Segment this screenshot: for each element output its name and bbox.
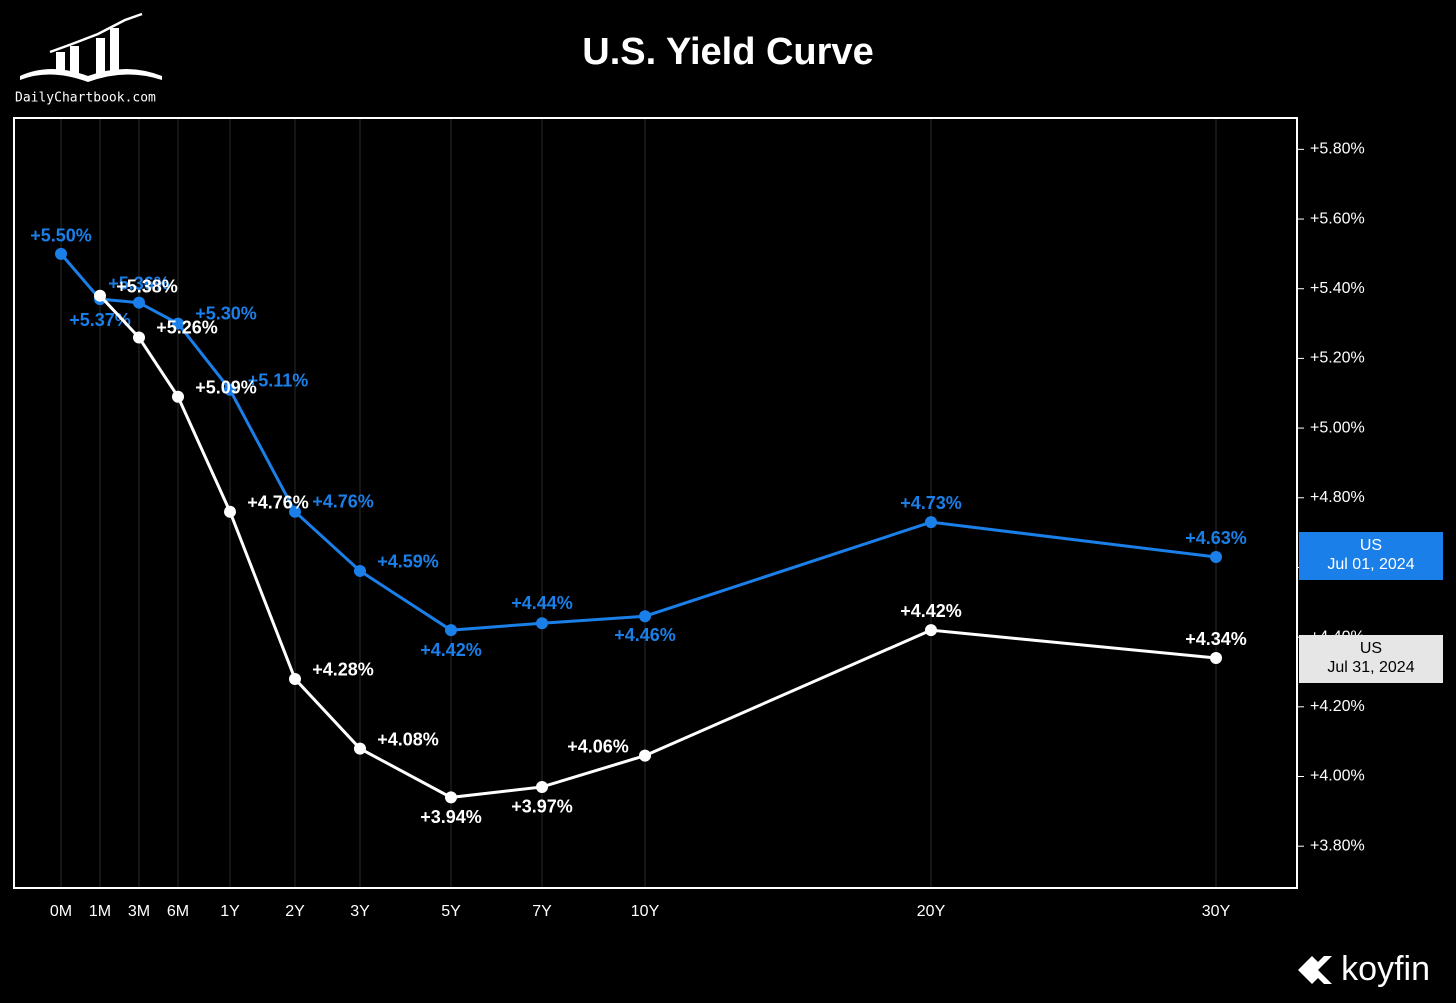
x-tick-label: 1Y xyxy=(220,903,240,920)
point xyxy=(925,624,937,637)
plot-frame xyxy=(13,117,1298,889)
point xyxy=(639,749,651,762)
value-label: +4.06% xyxy=(567,736,629,756)
series-line xyxy=(59,252,1217,632)
x-tick-label: 30Y xyxy=(1202,903,1231,920)
point xyxy=(445,791,457,804)
legend-name: US xyxy=(1360,640,1382,657)
value-label: +5.38% xyxy=(116,276,178,296)
y-tick-label: +5.40% xyxy=(1310,280,1365,297)
x-tick-label: 2Y xyxy=(285,903,305,920)
y-tick-label: +3.80% xyxy=(1310,837,1365,854)
point xyxy=(289,505,301,518)
x-tick-label: 5Y xyxy=(441,903,461,920)
value-label: +4.63% xyxy=(1185,528,1247,548)
value-label: +4.76% xyxy=(312,491,374,511)
value-label: +4.73% xyxy=(900,493,962,513)
point xyxy=(224,505,236,518)
y-tick-label: +4.80% xyxy=(1310,489,1365,506)
y-tick-label: +5.80% xyxy=(1310,141,1365,158)
value-label: +4.34% xyxy=(1185,629,1247,649)
y-tick-label: +4.00% xyxy=(1310,768,1365,785)
y-tick-label: +5.00% xyxy=(1310,419,1365,436)
x-tick-label: 20Y xyxy=(917,903,946,920)
value-label: +3.94% xyxy=(420,807,482,827)
legend-tag xyxy=(1299,635,1443,683)
point xyxy=(172,317,184,330)
value-label: +4.42% xyxy=(900,601,962,621)
point xyxy=(445,624,457,637)
point xyxy=(536,617,548,630)
value-label: +5.09% xyxy=(195,377,257,397)
value-label: +4.08% xyxy=(377,729,439,749)
logo-icon xyxy=(20,12,162,82)
y-tick-label: +5.60% xyxy=(1310,210,1365,227)
point xyxy=(925,516,937,529)
chart-title: U.S. Yield Curve xyxy=(582,31,873,73)
value-label: +5.26% xyxy=(156,317,218,337)
x-tick-label: 0M xyxy=(50,903,72,920)
point xyxy=(639,610,651,623)
brand: DailyChartbook.com xyxy=(15,91,156,106)
x-tick-label: 6M xyxy=(167,903,189,920)
legend-date: Jul 01, 2024 xyxy=(1327,556,1414,573)
value-label: +5.11% xyxy=(248,371,309,391)
value-label: +4.59% xyxy=(377,552,439,572)
point xyxy=(133,296,145,309)
y-tick-label: +5.20% xyxy=(1310,350,1365,367)
x-tick-label: 1M xyxy=(89,903,111,920)
value-label: +3.97% xyxy=(511,797,573,817)
legend-date: Jul 31, 2024 xyxy=(1327,659,1414,676)
point xyxy=(94,289,106,302)
value-label: +5.36% xyxy=(108,273,170,293)
point xyxy=(289,672,301,685)
x-tick-label: 3M xyxy=(128,903,150,920)
point xyxy=(354,564,366,577)
x-tick-label: 7Y xyxy=(532,903,552,920)
value-label: +4.44% xyxy=(511,593,573,613)
value-label: +4.28% xyxy=(312,660,374,680)
x-tick-label: 10Y xyxy=(631,903,660,920)
value-label: +4.76% xyxy=(247,492,309,512)
point xyxy=(55,247,67,260)
point xyxy=(1210,652,1222,665)
value-label: +4.42% xyxy=(420,640,482,660)
point xyxy=(536,780,548,793)
x-tick-label: 3Y xyxy=(350,903,370,920)
legend-tag xyxy=(1299,532,1443,580)
point xyxy=(224,383,236,396)
value-label: +4.46% xyxy=(614,625,676,645)
value-label: +5.50% xyxy=(30,226,92,246)
point xyxy=(172,390,184,403)
point xyxy=(133,331,145,344)
legend-name: US xyxy=(1360,537,1382,554)
y-tick-label: +4.20% xyxy=(1310,698,1365,715)
footer-logo xyxy=(1298,956,1332,984)
value-label: +5.37% xyxy=(69,310,131,330)
value-label: +5.30% xyxy=(195,303,257,323)
point xyxy=(1210,551,1222,564)
footer-brand: koyfin xyxy=(1341,950,1430,988)
point xyxy=(354,742,366,755)
